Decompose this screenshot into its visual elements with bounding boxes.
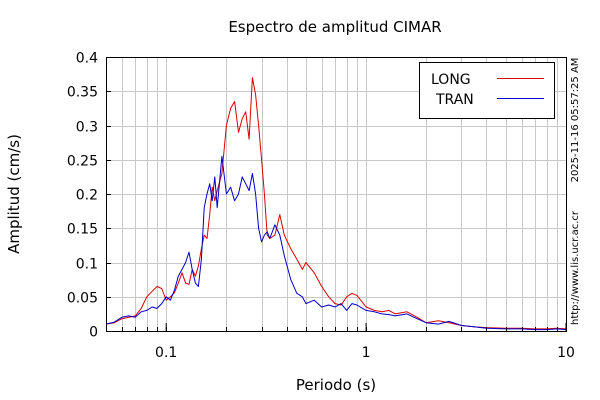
y-tick-label-6: 0.3 <box>76 120 98 136</box>
series-lines <box>105 77 567 331</box>
legend-label-tran: TRAN <box>435 92 474 108</box>
legend-label-long: LONG <box>431 72 471 88</box>
x-tick-label-0: 0.1 <box>155 345 177 361</box>
y-tick-label-8: 0.4 <box>76 51 98 67</box>
timestamp-text: 2025-11-16 05:57:25 AM <box>570 58 581 183</box>
y-tick-label-3: 0.15 <box>67 222 98 238</box>
legend-box <box>419 62 555 119</box>
legend: LONG TRAN <box>419 62 555 119</box>
x-tick-label-2: 10 <box>557 345 575 361</box>
y-tick-label-1: 0.05 <box>67 291 98 307</box>
chart-title: Espectro de amplitud CIMAR <box>228 18 441 36</box>
y-tick-label-2: 0.1 <box>76 257 98 273</box>
x-axis-label: Periodo (s) <box>296 376 376 394</box>
x-tick-label-1: 1 <box>362 345 371 361</box>
y-tick-label-0: 0 <box>89 325 98 341</box>
source-url-text: http://www.lis.ucr.ac.cr <box>570 210 581 325</box>
axis-ticks: 0 0.05 0.1 0.15 0.2 0.25 0.3 0.35 0.4 0.1 1 10 <box>67 51 575 362</box>
y-tick-label-4: 0.2 <box>76 188 98 204</box>
y-axis-label: Amplitud (cm/s) <box>5 134 23 254</box>
series-line-long <box>105 77 567 330</box>
y-tick-label-7: 0.35 <box>67 85 98 101</box>
series-line-tran <box>105 155 567 331</box>
y-tick-label-5: 0.25 <box>67 154 98 170</box>
